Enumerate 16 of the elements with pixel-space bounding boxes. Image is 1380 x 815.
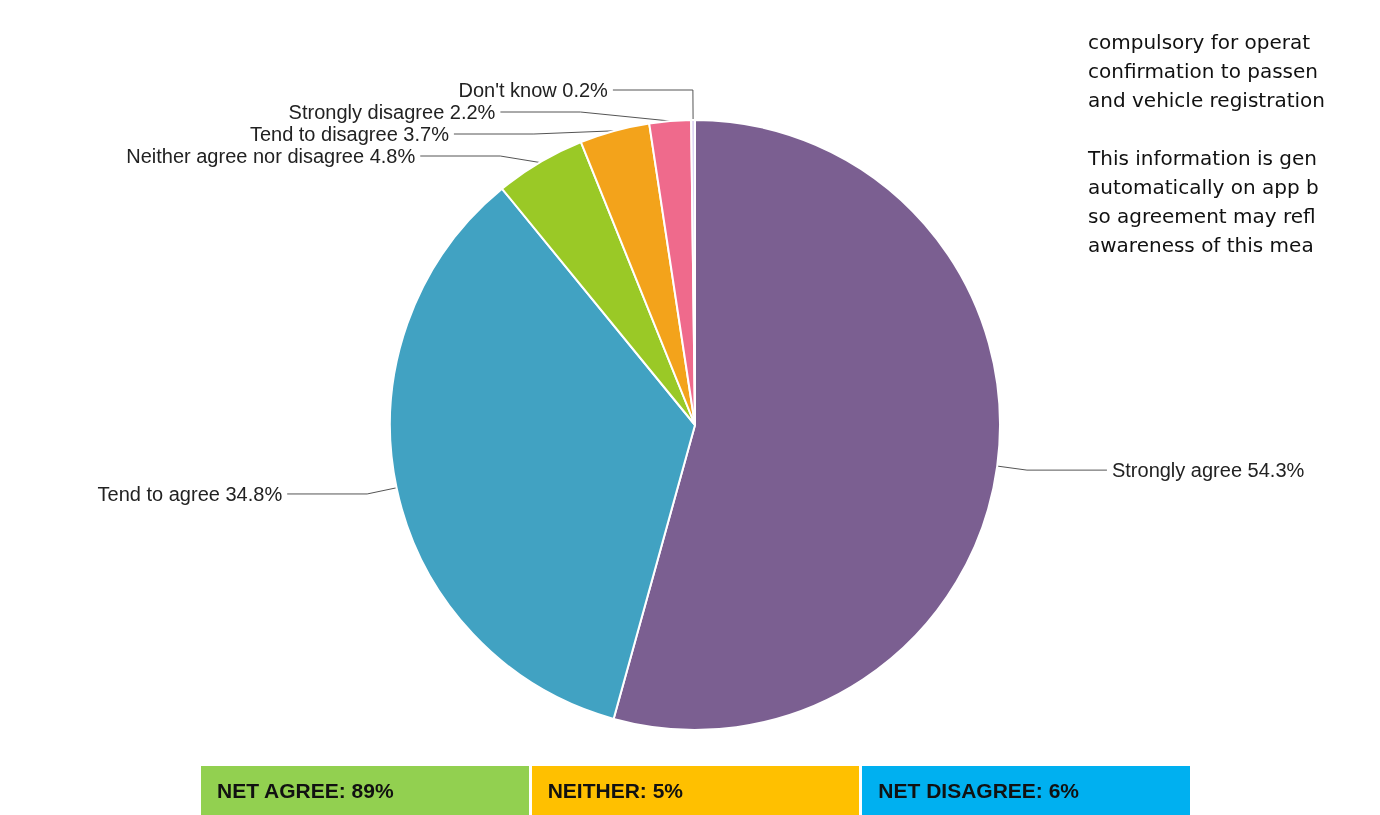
slice-label: Strongly agree 54.3% [1111, 459, 1305, 482]
text: NET AGREE: 89% [201, 766, 529, 815]
text: automatically on app b [1088, 174, 1320, 201]
text: NEITHER: 5% [531, 766, 860, 815]
slice-label: Tend to agree 34.8% [97, 482, 283, 505]
slice-label: Strongly disagree 2.2% [288, 101, 496, 124]
text: compulsory for operat [1088, 29, 1312, 56]
text: confirmation to passen [1088, 58, 1319, 85]
text: so agreement may refl [1088, 203, 1317, 230]
text: awareness of this mea [1088, 232, 1315, 259]
text: NET DISAGREE: 6% [862, 766, 1191, 815]
slice-label: Tend to disagree 3.7% [249, 123, 450, 146]
slice-label: Neither agree nor disagree 4.8% [126, 145, 416, 168]
text: and vehicle registration [1088, 87, 1326, 114]
slice-label: Don't know 0.2% [458, 79, 609, 102]
text: This information is gen [1088, 145, 1319, 172]
